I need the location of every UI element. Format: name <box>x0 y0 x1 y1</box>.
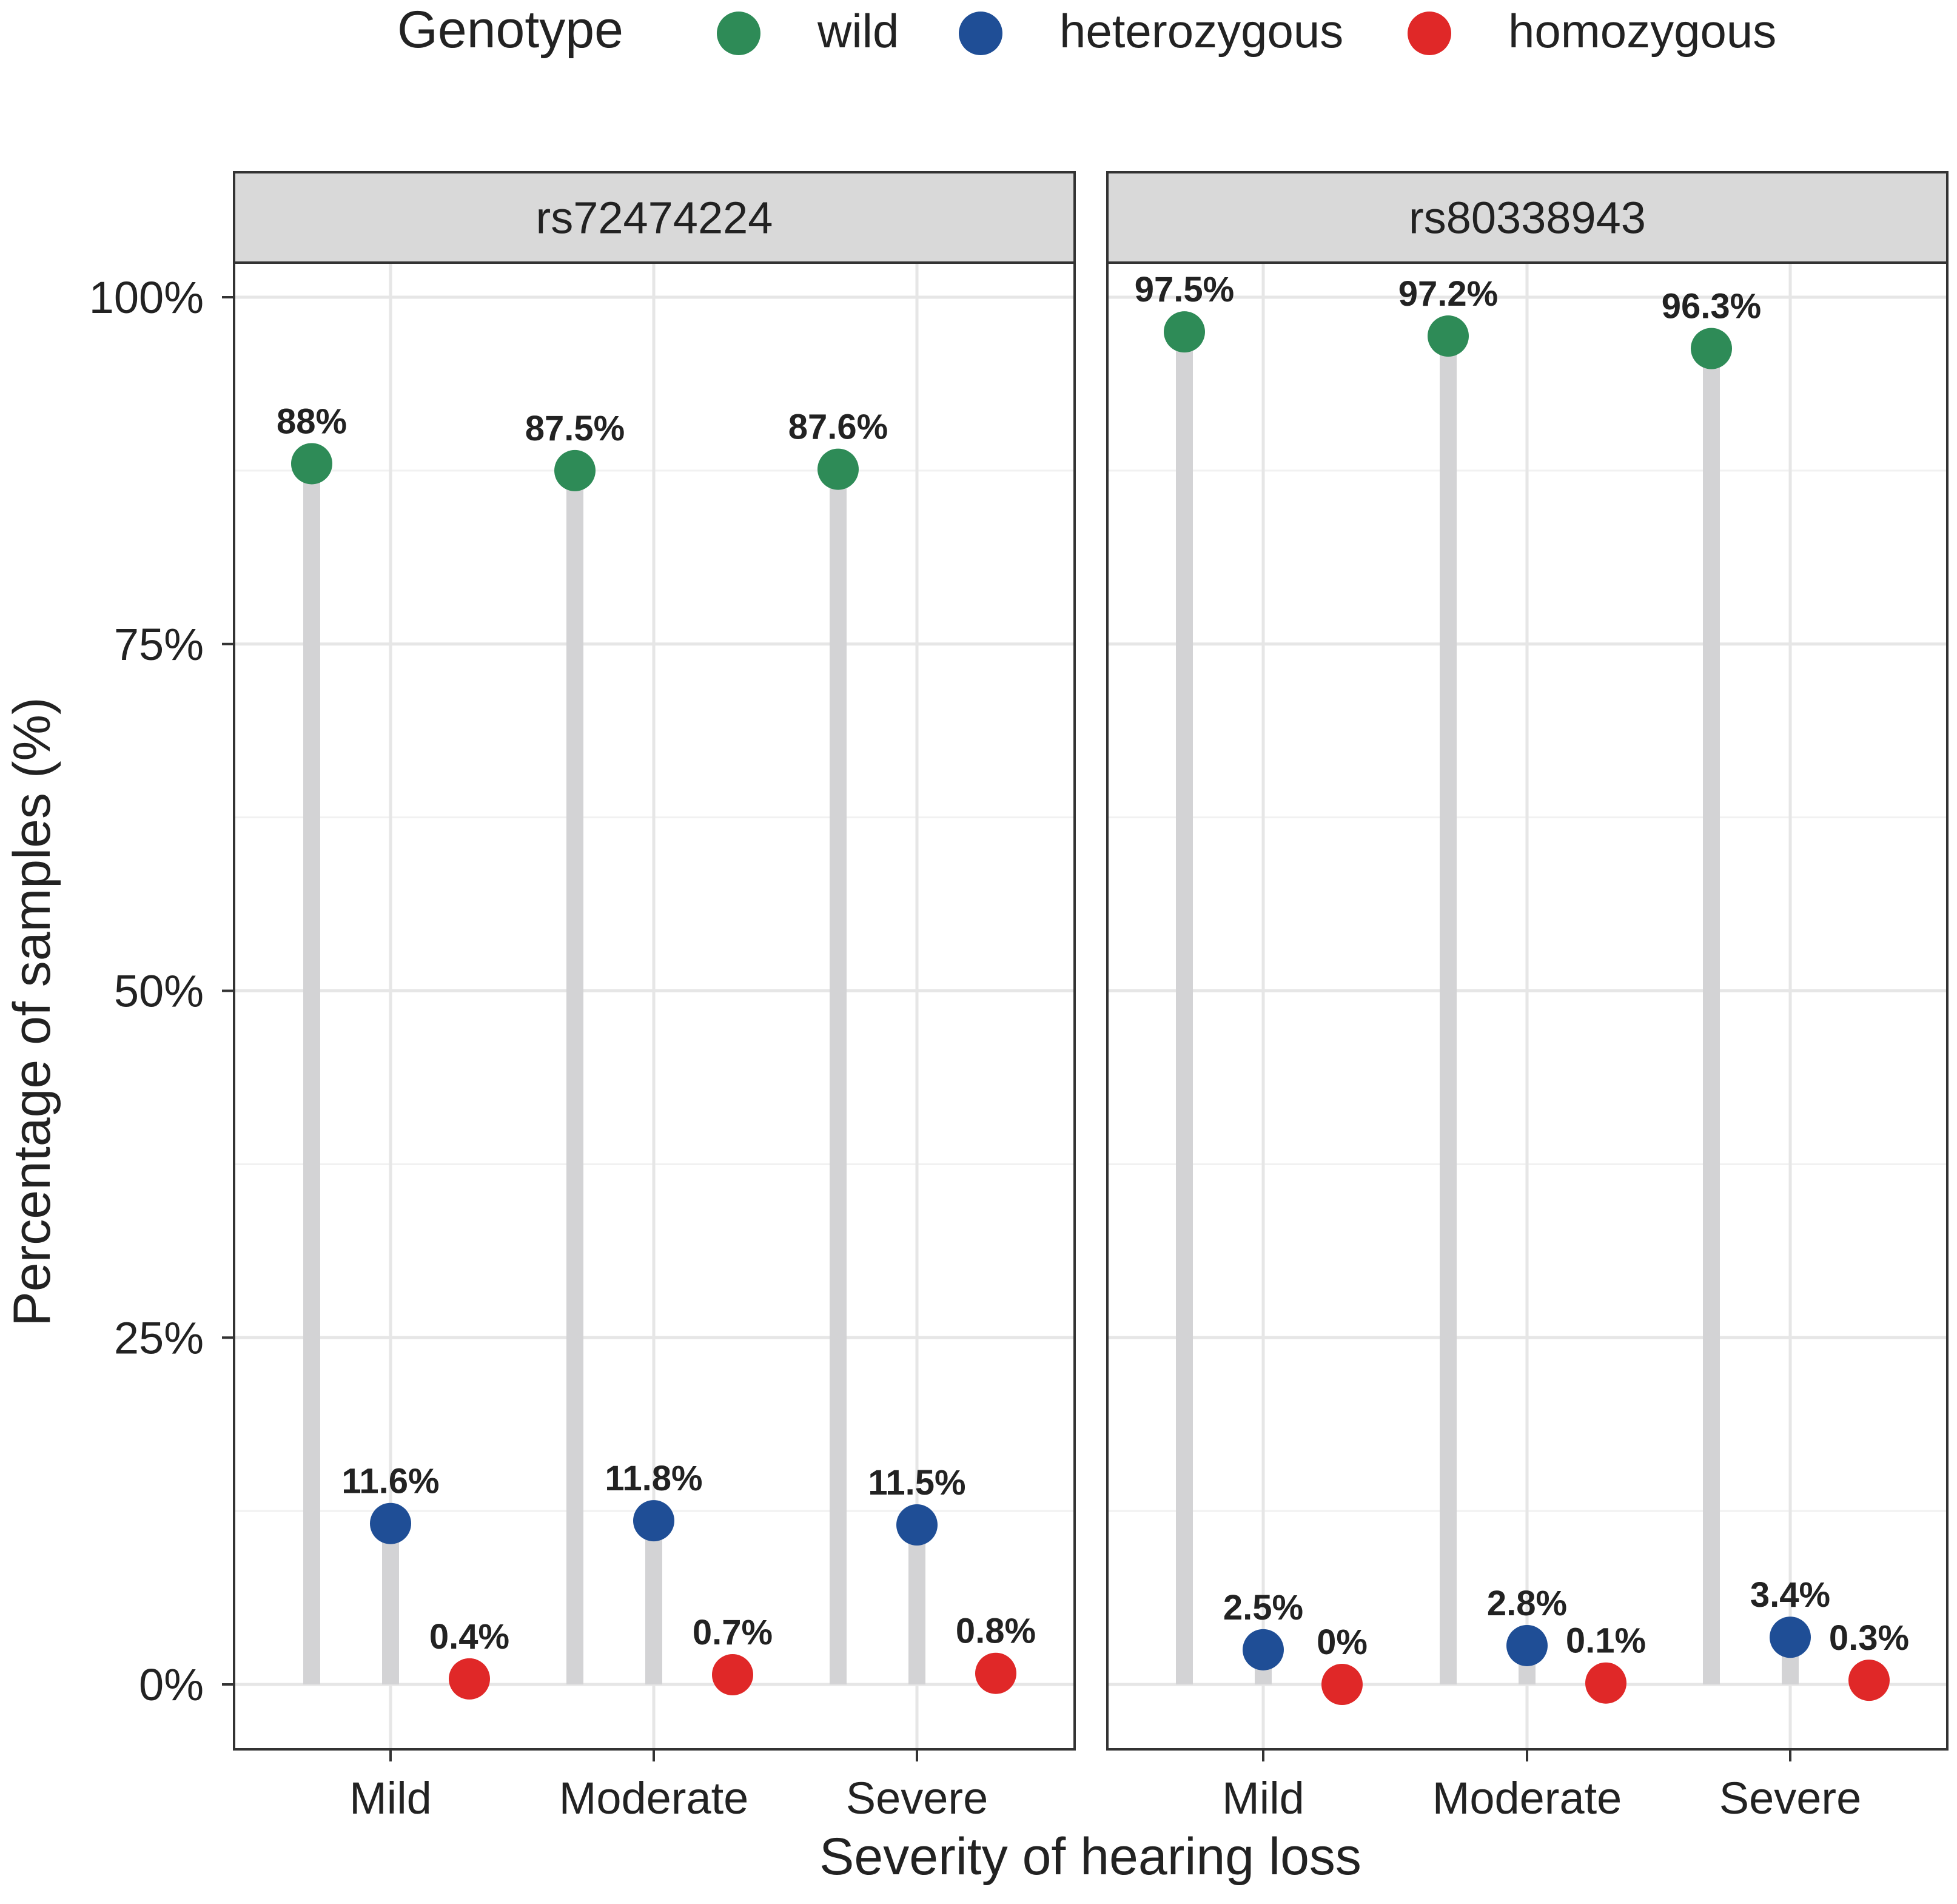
strip-background <box>233 171 1076 264</box>
point-wild-Moderate <box>554 449 596 491</box>
legend-label-wild: wild <box>817 4 899 58</box>
point-heterozygous-Moderate <box>633 1500 674 1542</box>
data-label-homozygous-Mild: 0% <box>1317 1623 1368 1662</box>
point-wild-Mild <box>1164 311 1205 353</box>
data-label-wild-Severe: 87.6% <box>788 408 888 447</box>
point-wild-Severe <box>1691 328 1732 369</box>
point-homozygous-Moderate <box>1585 1662 1626 1704</box>
x-tick-label-Moderate: Moderate <box>1432 1773 1622 1823</box>
legend-key-homozygous <box>1408 12 1451 55</box>
strip-label: rs72474224 <box>536 193 773 243</box>
data-label-homozygous-Moderate: 0.1% <box>1566 1621 1646 1661</box>
y-tick-label: 25% <box>114 1313 204 1363</box>
strip-label: rs80338943 <box>1409 193 1646 243</box>
data-label-heterozygous-Moderate: 2.8% <box>1487 1584 1567 1623</box>
data-label-homozygous-Moderate: 0.7% <box>693 1613 773 1652</box>
data-label-wild-Severe: 96.3% <box>1662 287 1761 326</box>
x-tick-label-Severe: Severe <box>846 1773 988 1823</box>
data-label-wild-Mild: 88% <box>277 402 347 441</box>
point-heterozygous-Severe <box>896 1504 938 1546</box>
point-homozygous-Severe <box>975 1652 1016 1694</box>
point-wild-Moderate <box>1428 315 1469 357</box>
y-tick-label: 100% <box>89 272 204 323</box>
data-label-homozygous-Severe: 0.8% <box>956 1612 1036 1651</box>
point-heterozygous-Severe <box>1770 1616 1811 1658</box>
data-label-heterozygous-Moderate: 11.8% <box>605 1459 702 1498</box>
y-tick-label: 0% <box>139 1660 204 1710</box>
point-homozygous-Moderate <box>712 1653 753 1695</box>
legend-label-heterozygous: heterozygous <box>1059 4 1343 58</box>
point-heterozygous-Mild <box>1243 1629 1284 1670</box>
x-tick-label-Moderate: Moderate <box>559 1773 749 1823</box>
legend: Genotype wild heterozygous homozygous <box>397 1 1776 59</box>
y-tick-label: 75% <box>114 619 204 670</box>
data-label-heterozygous-Mild: 11.6% <box>341 1462 439 1501</box>
point-wild-Severe <box>817 448 859 490</box>
data-label-heterozygous-Mild: 2.5% <box>1223 1588 1303 1627</box>
legend-key-heterozygous <box>959 12 1002 55</box>
point-homozygous-Severe <box>1848 1660 1890 1701</box>
data-label-homozygous-Severe: 0.3% <box>1829 1618 1909 1658</box>
x-tick-label-Mild: Mild <box>1222 1773 1304 1823</box>
facets: 88% 87.5% 87.6% 11.6% 11.8% 11.5% 0.4% 0.7% 0.8%… <box>89 171 1949 1823</box>
data-label-heterozygous-Severe: 11.5% <box>868 1463 965 1502</box>
y-tick-label: 50% <box>114 966 204 1017</box>
y-axis: 0% 25% 50% 75% 100% <box>89 272 234 1710</box>
legend-title: Genotype <box>397 1 623 59</box>
point-homozygous-Mild <box>1321 1664 1363 1705</box>
point-heterozygous-Mild <box>370 1502 411 1544</box>
point-wild-Mild <box>291 443 332 485</box>
y-axis-title: Percentage of samples (%) <box>3 697 61 1326</box>
x-tick-label-Severe: Severe <box>1719 1773 1861 1823</box>
facet-rs72474224: 88% 87.5% 87.6% 11.6% 11.8% 11.5% 0.4% 0.7% 0.8%… <box>233 171 1076 1823</box>
legend-label-homozygous: homozygous <box>1508 4 1776 58</box>
point-heterozygous-Moderate <box>1506 1624 1548 1666</box>
x-axis-title: Severity of hearing loss <box>819 1828 1361 1886</box>
legend-key-wild <box>717 12 760 55</box>
data-label-wild-Moderate: 87.5% <box>525 409 625 448</box>
x-tick-label-Mild: Mild <box>349 1773 432 1823</box>
strip-background <box>1106 171 1949 264</box>
data-label-wild-Mild: 97.5% <box>1135 270 1234 309</box>
data-label-wild-Moderate: 97.2% <box>1398 274 1498 314</box>
data-label-homozygous-Mild: 0.4% <box>429 1617 509 1657</box>
facet-rs80338943: 97.5% 97.2% 96.3% 2.5% 2.8% 3.4% 0% 0.1% 0.3% rs8… <box>1106 171 1949 1823</box>
point-homozygous-Mild <box>449 1658 490 1700</box>
data-label-heterozygous-Severe: 3.4% <box>1750 1575 1830 1615</box>
